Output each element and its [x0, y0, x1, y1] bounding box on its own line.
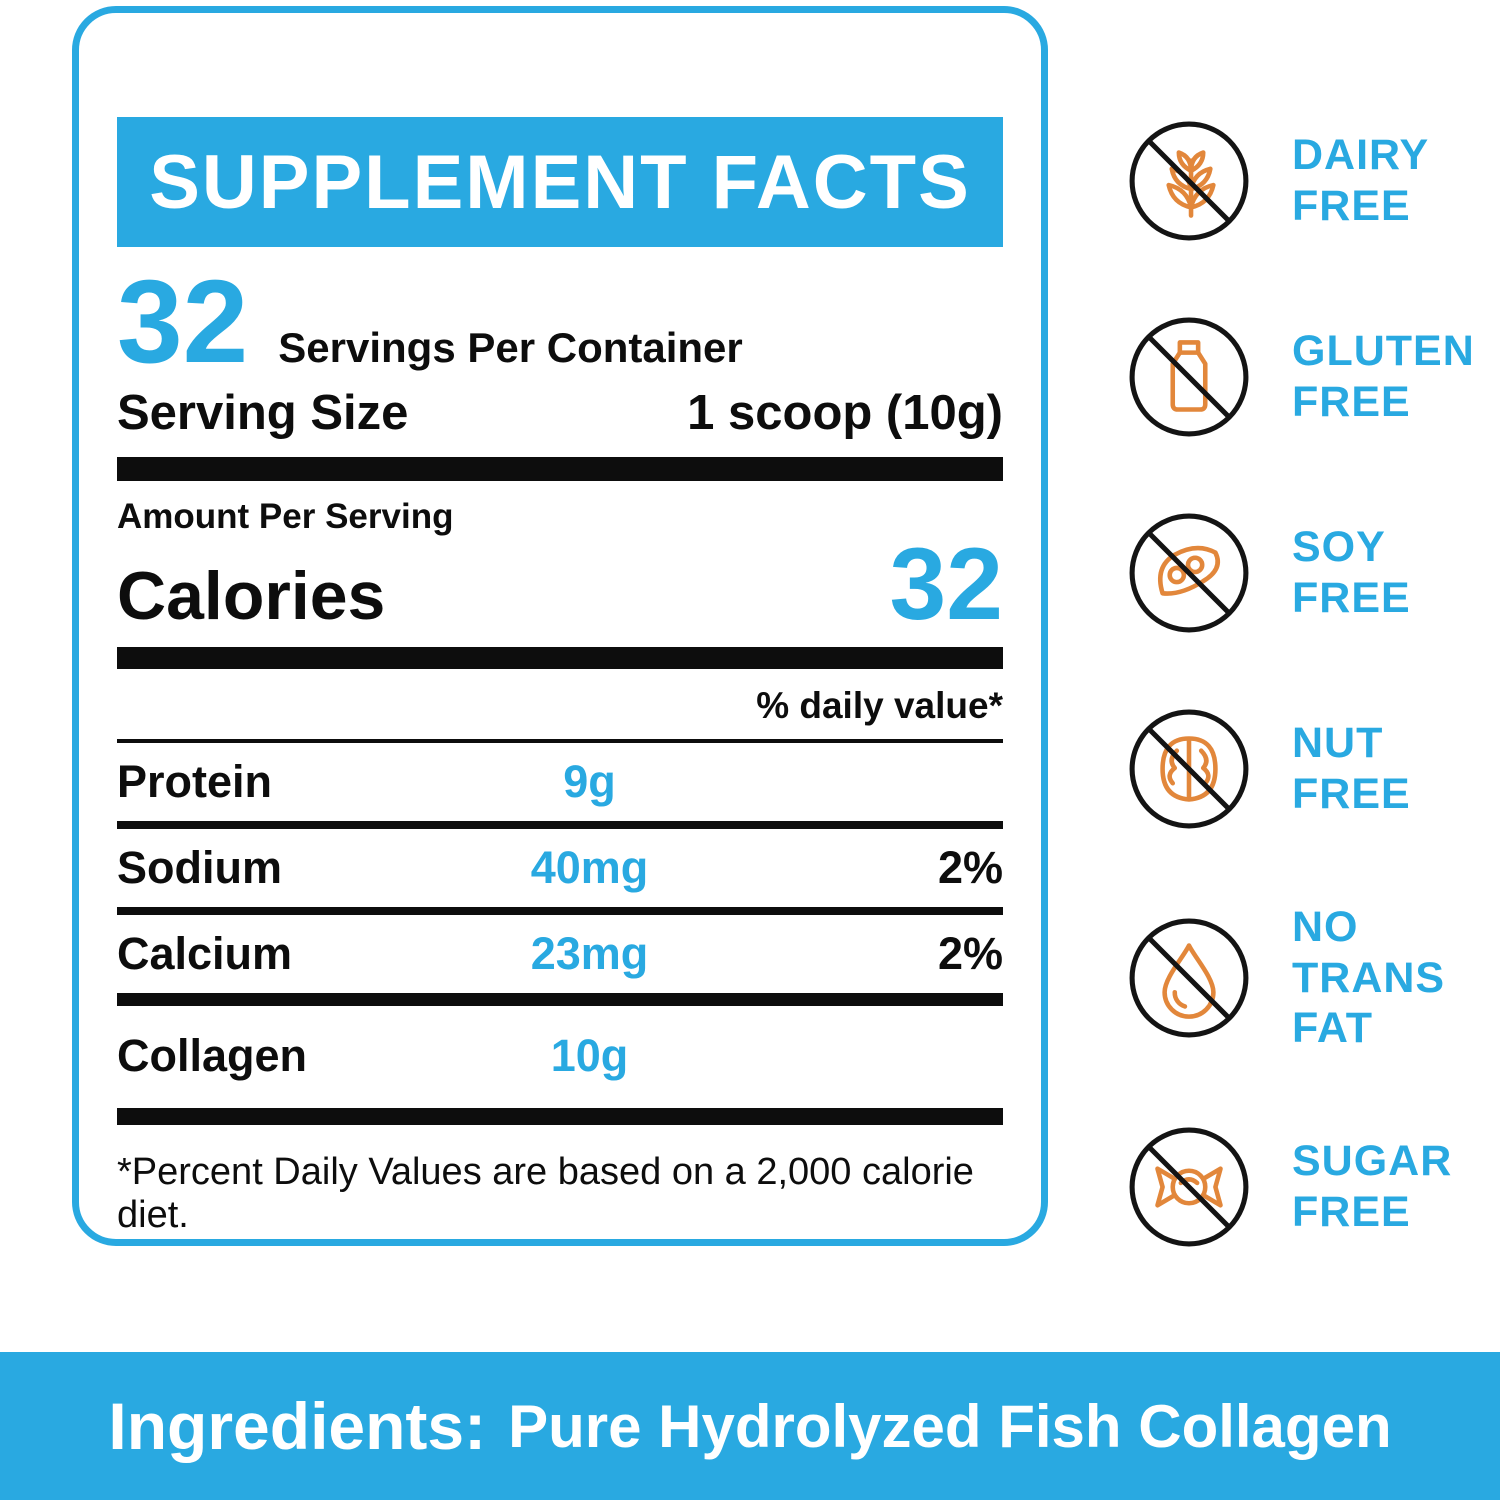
- nutrient-row-calcium: Calcium 23mg 2%: [117, 915, 1003, 993]
- badge-soy-free: SOY FREE: [1126, 510, 1475, 636]
- serving-size-value: 1 scoop (10g): [687, 386, 1003, 441]
- badge-dairy-free: DAIRY FREE: [1126, 118, 1475, 244]
- divider: [117, 457, 1003, 482]
- soybean-icon: [1129, 513, 1249, 633]
- nutrient-row-protein: Protein 9g: [117, 743, 1003, 821]
- nutrient-daily-value: 2%: [937, 928, 1003, 980]
- divider: [117, 647, 1003, 670]
- wheat-icon: [1129, 121, 1249, 241]
- divider: [117, 993, 1003, 1007]
- servings-per-container-row: 32 Servings Per Container: [117, 256, 1003, 388]
- badge-nut-free: NUT FREE: [1126, 706, 1475, 832]
- badge-no-trans-fat: NO TRANS FAT: [1126, 902, 1475, 1054]
- badge-label: GLUTEN FREE: [1292, 327, 1475, 426]
- badge-label: SUGAR FREE: [1292, 1137, 1453, 1237]
- ingredients-bar: Ingredients: Pure Hydrolyzed Fish Collag…: [0, 1352, 1500, 1500]
- badge-label: SOY FREE: [1292, 523, 1411, 622]
- serving-size-label: Serving Size: [117, 386, 409, 441]
- serving-size-row: Serving Size 1 scoop (10g): [117, 385, 1003, 441]
- nutrient-name: Collagen: [117, 1030, 308, 1082]
- ingredients-value: Pure Hydrolyzed Fish Collagen: [508, 1392, 1392, 1460]
- amount-per-serving-label: Amount Per Serving: [117, 497, 454, 537]
- walnut-icon: [1129, 709, 1249, 829]
- divider: [117, 821, 1003, 830]
- nutrient-amount: 10g: [550, 1030, 629, 1082]
- divider: [117, 907, 1003, 916]
- milk-bottle-icon: [1129, 317, 1249, 437]
- servings-label: Servings Per Container: [278, 324, 743, 371]
- nutrient-name: Sodium: [117, 842, 282, 894]
- calories-label: Calories: [117, 558, 386, 634]
- servings-count: 32: [117, 256, 249, 388]
- nutrient-amount: 23mg: [530, 928, 649, 980]
- badge-label: DAIRY FREE: [1292, 131, 1430, 230]
- panel-title: SUPPLEMENT FACTS: [149, 139, 971, 225]
- divider: [117, 739, 1003, 744]
- droplet-icon: [1129, 918, 1249, 1038]
- calories-value: 32: [889, 527, 1003, 642]
- candy-icon: [1129, 1127, 1249, 1247]
- daily-value-footnote: *Percent Daily Values are based on a 2,0…: [117, 1151, 974, 1237]
- ingredients-label: Ingredients:: [108, 1389, 487, 1463]
- nutrient-amount: 9g: [563, 756, 616, 808]
- badge-gluten-free: GLUTEN FREE: [1126, 314, 1475, 440]
- nutrient-name: Protein: [117, 756, 273, 808]
- badge-label: NUT FREE: [1292, 719, 1411, 818]
- nutrient-row-sodium: Sodium 40mg 2%: [117, 829, 1003, 907]
- panel-title-bar: SUPPLEMENT FACTS: [117, 117, 1003, 247]
- free-from-badges: DAIRY FREE GLUTEN FREE SOY FREE: [1126, 118, 1475, 1250]
- nutrient-daily-value: 2%: [937, 842, 1003, 894]
- badge-label: NO TRANS FAT: [1292, 903, 1446, 1053]
- divider: [117, 1108, 1003, 1126]
- nutrient-amount: 40mg: [530, 842, 649, 894]
- calories-row: Calories 32: [117, 533, 1003, 635]
- nutrient-name: Calcium: [117, 928, 293, 980]
- supplement-facts-panel: SUPPLEMENT FACTS 32 Servings Per Contain…: [72, 6, 1048, 1246]
- badge-sugar-free: SUGAR FREE: [1126, 1124, 1475, 1250]
- nutrient-row-collagen: Collagen 10g: [117, 1006, 1003, 1108]
- daily-value-header: % daily value*: [756, 685, 1003, 727]
